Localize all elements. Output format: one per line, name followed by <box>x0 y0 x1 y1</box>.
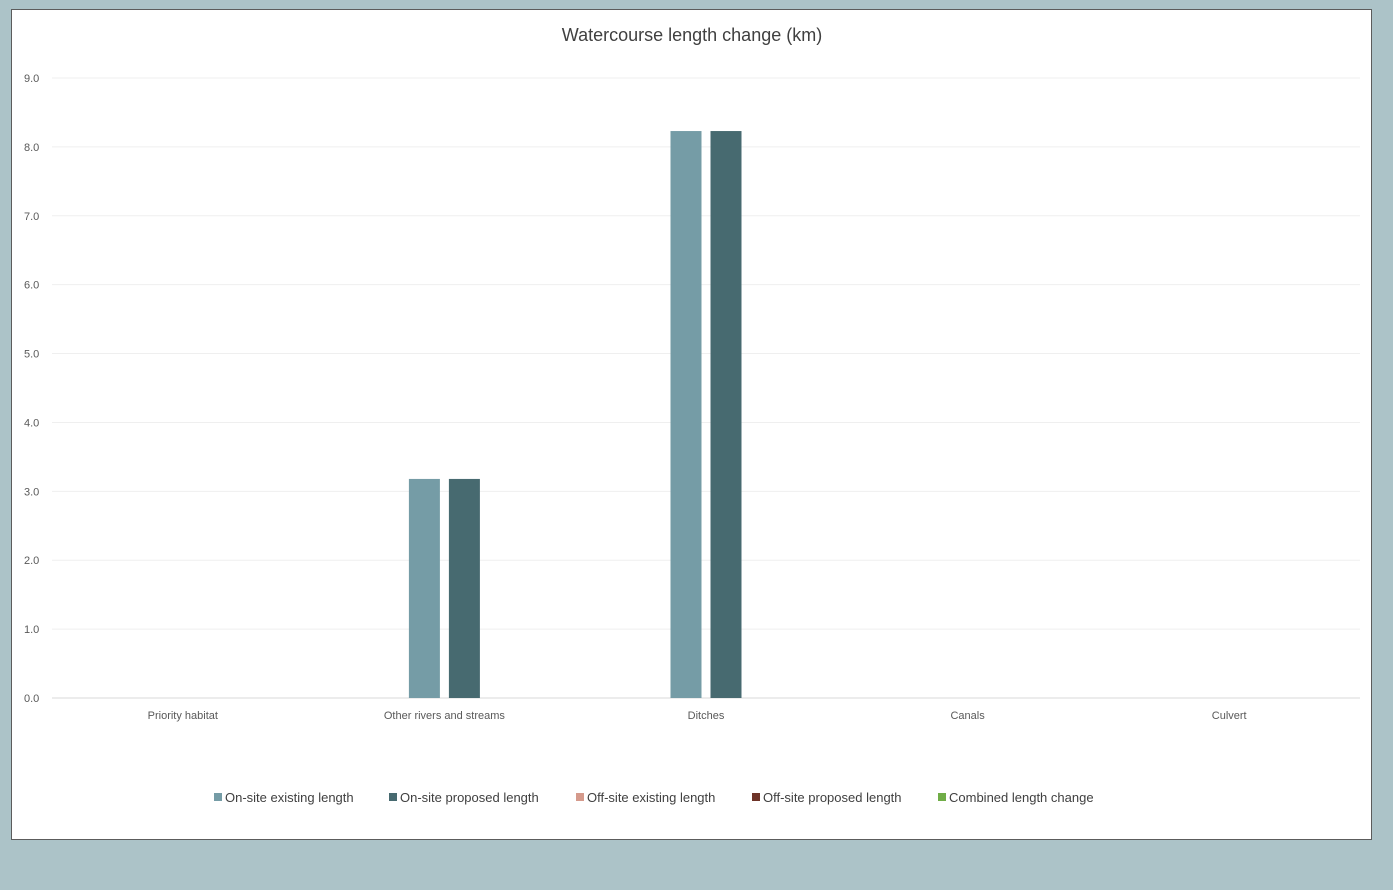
legend-swatch <box>938 793 946 801</box>
bars <box>408 131 742 698</box>
chart-frame: Watercourse length change (km) 0.0 1.0 2.0… <box>11 9 1372 840</box>
legend-label: Off-site proposed length <box>763 790 902 805</box>
x-tick-label: Ditches <box>688 710 725 722</box>
y-tick-label: 3.0 <box>24 486 39 498</box>
legend-label: On-site existing length <box>225 790 354 805</box>
legend-swatch <box>576 793 584 801</box>
y-tick-label: 4.0 <box>24 417 39 429</box>
y-tick-label: 7.0 <box>24 211 39 223</box>
y-tick-label: 9.0 <box>24 73 39 85</box>
bar-on-site-proposed-length <box>448 478 480 698</box>
y-tick-label: 8.0 <box>24 142 39 154</box>
legend-swatch <box>214 793 222 801</box>
legend: On-site existing length On-site proposed … <box>214 790 1094 805</box>
legend-label: On-site proposed length <box>400 790 539 805</box>
gridlines <box>52 77 1360 699</box>
legend-label: Combined length change <box>949 790 1094 805</box>
y-axis-tick-labels: 0.0 1.0 2.0 3.0 4.0 5.0 6.0 7.0 8.0 9.0 <box>24 73 39 705</box>
y-tick-label: 0.0 <box>24 693 39 705</box>
x-tick-label: Other rivers and streams <box>384 710 506 722</box>
x-tick-label: Culvert <box>1212 710 1247 722</box>
y-tick-label: 6.0 <box>24 280 39 292</box>
legend-swatch <box>389 793 397 801</box>
x-tick-label: Canals <box>950 710 985 722</box>
x-axis-tick-labels: Priority habitat Other rivers and streams… <box>148 710 1247 722</box>
y-tick-label: 1.0 <box>24 624 39 636</box>
bar-on-site-existing-length <box>408 478 440 698</box>
legend-label: Off-site existing length <box>587 790 715 805</box>
y-tick-label: 5.0 <box>24 349 39 361</box>
chart-svg: Watercourse length change (km) 0.0 1.0 2.0… <box>24 25 1360 805</box>
chart-title: Watercourse length change (km) <box>562 25 822 45</box>
bar-on-site-proposed-length <box>710 131 742 698</box>
x-tick-label: Priority habitat <box>148 710 218 722</box>
y-tick-label: 2.0 <box>24 555 39 567</box>
bar-on-site-existing-length <box>670 131 702 698</box>
legend-swatch <box>752 793 760 801</box>
